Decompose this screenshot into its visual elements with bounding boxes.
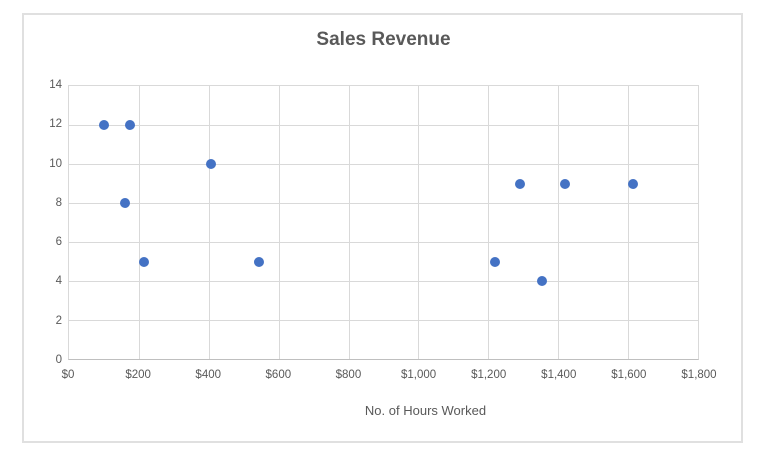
- vertical-gridline: [208, 86, 210, 359]
- data-point: [119, 198, 130, 208]
- plot-area: [68, 85, 699, 360]
- vertical-gridline: [488, 86, 490, 359]
- vertical-gridline: [418, 86, 420, 359]
- horizontal-gridline: [69, 320, 698, 321]
- horizontal-gridline: [69, 281, 698, 282]
- vertical-gridline: [558, 86, 560, 359]
- x-tick-label: $200: [125, 369, 151, 381]
- y-tick-label: 0: [55, 354, 62, 366]
- x-tick-label: $1,200: [471, 369, 507, 381]
- vertical-gridline: [628, 86, 630, 359]
- x-tick-label: $600: [265, 369, 292, 381]
- x-axis: $0 $200 $400 $600 $800 $1,000 $1,200 $1,400 $1,6…: [62, 369, 717, 385]
- y-tick-label: 10: [49, 157, 62, 170]
- vertical-gridline: [138, 86, 140, 359]
- data-point: [560, 178, 571, 189]
- y-tick-label: 12: [49, 118, 62, 131]
- x-tick-label: $1,400: [541, 369, 577, 381]
- x-tick-label: $1,000: [400, 369, 437, 381]
- data-point: [125, 120, 136, 130]
- x-tick-label: $800: [335, 369, 362, 381]
- x-axis-title: No. of Hours Worked: [364, 403, 487, 418]
- y-axis: 0 2 4 6 8 10 12 14: [24, 79, 62, 366]
- chart-frame: Sales Revenue 0 2 4 6 8 10 12 14 $0 $200 $400 $600…: [22, 13, 743, 443]
- y-tick-label: 8: [55, 196, 62, 209]
- x-tick-label: $1,600: [611, 369, 647, 381]
- y-tick-label: 14: [49, 79, 62, 91]
- data-point: [514, 178, 525, 189]
- data-point: [254, 256, 265, 267]
- vertical-gridline: [278, 86, 280, 359]
- chart-title: Sales Revenue: [316, 29, 451, 50]
- data-point: [98, 120, 109, 130]
- horizontal-gridline: [69, 164, 698, 165]
- y-tick-label: 2: [55, 314, 62, 327]
- vertical-gridline: [348, 86, 350, 359]
- x-tick-label: $400: [195, 369, 222, 381]
- horizontal-gridline: [69, 242, 698, 243]
- y-tick-label: 4: [55, 275, 62, 288]
- data-point: [537, 276, 548, 286]
- y-tick-label: 6: [55, 236, 62, 249]
- horizontal-gridline: [69, 203, 698, 204]
- data-point: [490, 256, 501, 267]
- data-point: [139, 256, 150, 267]
- x-tick-label: $1,800: [681, 369, 717, 381]
- data-point: [205, 159, 216, 169]
- x-tick-label: $0: [61, 369, 75, 381]
- horizontal-gridline: [69, 125, 698, 126]
- data-point: [628, 178, 639, 189]
